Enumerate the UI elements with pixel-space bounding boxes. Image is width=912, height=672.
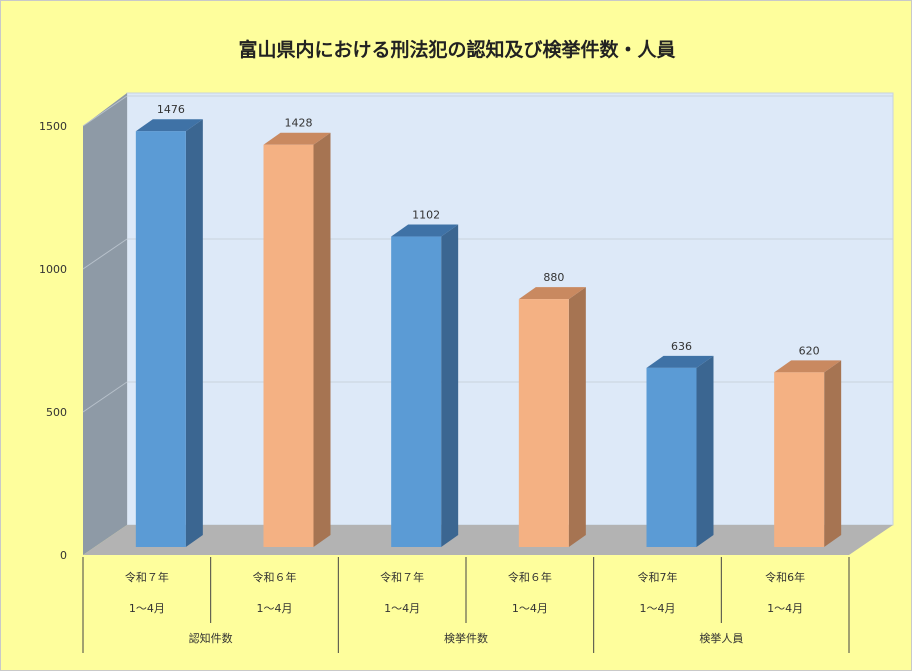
bar-top: [774, 360, 842, 373]
data-label: 1428: [285, 117, 313, 130]
group-label: 認知件数: [189, 631, 233, 645]
data-label: 1102: [412, 209, 440, 222]
category-period-label: 1～4月: [767, 602, 803, 615]
bar-side: [568, 287, 586, 547]
bar-side: [185, 119, 203, 547]
chart-side-wall: [83, 93, 127, 555]
category-label: 令和７年: [125, 570, 169, 584]
data-label: 636: [671, 340, 692, 353]
y-tick-label: 0: [60, 549, 67, 562]
category-period-label: 1～4月: [512, 602, 548, 615]
bar: [774, 372, 825, 547]
group-label: 検挙人員: [699, 631, 743, 645]
category-period-label: 1～4月: [384, 602, 420, 615]
category-label: 令和６年: [253, 570, 297, 584]
bar-top: [391, 224, 459, 237]
category-label: 令和６年: [508, 570, 552, 584]
bar: [518, 299, 569, 547]
category-period-label: 1～4月: [640, 602, 676, 615]
y-tick-label: 1500: [39, 120, 67, 133]
y-tick-label: 1000: [39, 263, 67, 276]
gridline-side: [82, 381, 128, 413]
bar: [263, 144, 314, 547]
bar-top: [518, 287, 586, 300]
gridline-side: [82, 95, 128, 127]
bar-side: [696, 355, 714, 547]
bar-top: [263, 132, 331, 145]
data-label: 1476: [157, 103, 185, 116]
bar: [391, 236, 442, 547]
bar: [135, 131, 186, 547]
group-label: 検挙件数: [444, 631, 488, 645]
bar-side: [441, 224, 459, 547]
category-label: 令和6年: [765, 570, 805, 584]
chart-title: 富山県内における刑法犯の認知及び検挙件数・人員: [238, 39, 676, 61]
gridline-side: [82, 238, 128, 270]
y-tick-label: 500: [46, 406, 67, 419]
bar-side: [313, 132, 331, 547]
category-period-label: 1～4月: [257, 602, 293, 615]
bar-top: [135, 119, 203, 132]
data-label: 880: [543, 271, 564, 284]
bar-side: [824, 360, 842, 547]
category-label: 令和７年: [380, 570, 424, 584]
category-label: 令和7年: [638, 570, 678, 584]
bar: [646, 367, 697, 547]
chart-floor: [83, 525, 893, 555]
category-period-label: 1～4月: [129, 602, 165, 615]
bar-top: [646, 355, 714, 368]
data-label: 620: [799, 344, 820, 357]
